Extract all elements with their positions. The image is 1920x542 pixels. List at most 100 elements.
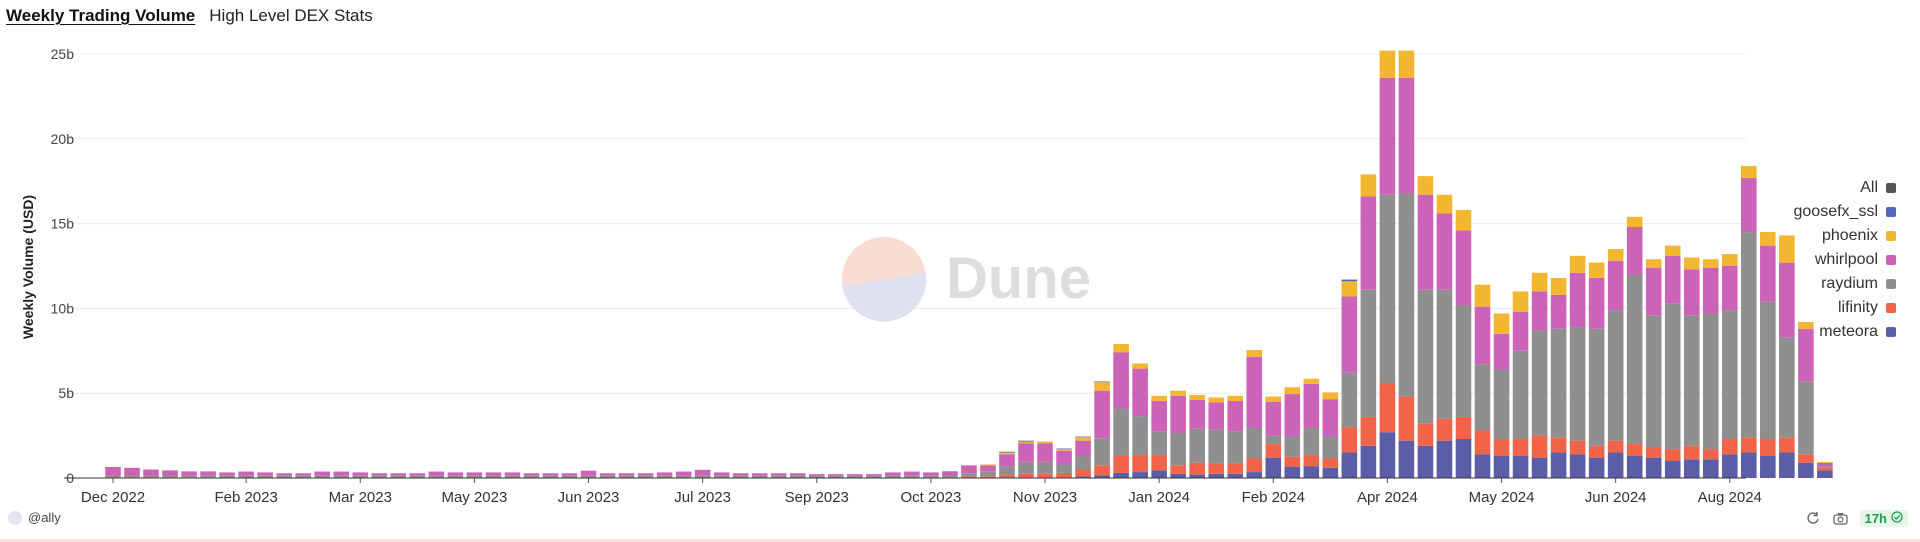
bar-segment-meteora[interactable] [1817, 470, 1833, 478]
bar-segment-whirlpool[interactable] [1227, 400, 1244, 432]
bar-segment-lifinity[interactable] [1455, 416, 1472, 439]
bar-segment-meteora[interactable] [1094, 475, 1110, 478]
bar-segment-meteora[interactable] [1303, 466, 1320, 478]
bar-segment-raydium[interactable] [637, 475, 654, 478]
bar-segment-whirlpool[interactable] [1798, 328, 1814, 382]
bar-segment-phoenix[interactable] [1664, 245, 1681, 256]
bar-segment-meteora[interactable] [1075, 476, 1091, 478]
bar-segment-raydium[interactable] [1436, 289, 1453, 419]
bar-segment-meteora[interactable] [1360, 445, 1377, 478]
bar-segment-whirlpool[interactable] [1037, 443, 1053, 462]
bar-segment-phoenix[interactable] [1550, 277, 1567, 295]
bar-segment-whirlpool[interactable] [847, 474, 863, 476]
bar-segment-lifinity[interactable] [1779, 437, 1795, 453]
chart-title-tab[interactable]: Weekly Trading Volume [6, 6, 196, 25]
bar-segment-whirlpool[interactable] [504, 472, 521, 476]
bar-segment-whirlpool[interactable] [181, 471, 197, 476]
bar-segment-lifinity[interactable] [1170, 465, 1186, 474]
bar-segment-lifinity[interactable] [1151, 455, 1167, 471]
bar-segment-raydium[interactable] [276, 475, 292, 478]
bar-segment-raydium[interactable] [1322, 436, 1339, 459]
bar-segment-raydium[interactable] [789, 475, 806, 478]
bar-segment-lifinity[interactable] [1531, 435, 1548, 458]
bar-segment-whirlpool[interactable] [1132, 368, 1148, 417]
bar-segment-whirlpool[interactable] [1094, 390, 1110, 439]
bar-segment-raydium[interactable] [1018, 461, 1034, 474]
bar-segment-raydium[interactable] [1531, 330, 1548, 436]
bar-segment-phoenix[interactable] [1512, 291, 1529, 312]
bar-segment-phoenix[interactable] [961, 465, 977, 466]
bar-segment-raydium[interactable] [1512, 350, 1529, 439]
bar-segment-whirlpool[interactable] [447, 472, 464, 476]
bar-segment-raydium[interactable] [1779, 337, 1795, 438]
bar-segment-whirlpool[interactable] [485, 472, 502, 476]
bar-segment-meteora[interactable] [1189, 474, 1205, 478]
bar-segment-meteora[interactable] [1607, 452, 1624, 478]
bar-segment-raydium[interactable] [1360, 289, 1377, 417]
bar-segment-raydium[interactable] [1569, 327, 1586, 441]
bar-segment-raydium[interactable] [181, 475, 197, 478]
bar-segment-whirlpool[interactable] [770, 473, 787, 476]
bar-segment-raydium[interactable] [694, 475, 711, 478]
bar-segment-raydium[interactable] [656, 475, 673, 478]
bar-segment-meteora[interactable] [1683, 459, 1700, 478]
bar-segment-whirlpool[interactable] [999, 454, 1015, 467]
bar-segment-meteora[interactable] [1208, 473, 1225, 478]
bar-segment-whirlpool[interactable] [1322, 399, 1339, 437]
bar-segment-whirlpool[interactable] [1189, 399, 1205, 429]
bar-segment-meteora[interactable] [1474, 454, 1491, 478]
bar-segment-whirlpool[interactable] [1512, 311, 1529, 351]
bar-segment-whirlpool[interactable] [105, 466, 121, 476]
bar-segment-phoenix[interactable] [1075, 437, 1091, 441]
bar-segment-meteora[interactable] [1550, 452, 1567, 478]
bar-segment-raydium[interactable] [428, 475, 445, 478]
bar-segment-raydium[interactable] [1037, 461, 1053, 474]
bar-segment-phoenix[interactable] [1531, 272, 1548, 292]
bar-segment-whirlpool[interactable] [1417, 194, 1434, 290]
bar-segment-phoenix[interactable] [1721, 254, 1738, 266]
bar-segment-whirlpool[interactable] [923, 472, 939, 476]
bar-segment-whirlpool[interactable] [1056, 450, 1072, 465]
bar-segment-meteora[interactable] [1398, 440, 1415, 478]
bar-segment-phoenix[interactable] [1227, 395, 1244, 401]
bar-segment-meteora[interactable] [1493, 455, 1510, 478]
bar-segment-whirlpool[interactable] [618, 473, 635, 476]
bar-segment-lifinity[interactable] [1284, 456, 1301, 467]
legend-item-lifinity[interactable]: lifinity [1838, 298, 1896, 317]
bar-segment-raydium[interactable] [1474, 364, 1491, 431]
bar-segment-whirlpool[interactable] [599, 473, 616, 476]
bar-segment-phoenix[interactable] [1474, 284, 1491, 307]
bar-segment-phoenix[interactable] [1056, 449, 1072, 451]
bar-segment-phoenix[interactable] [1151, 395, 1167, 401]
bar-segment-whirlpool[interactable] [1569, 272, 1586, 328]
bar-segment-phoenix[interactable] [1683, 257, 1700, 270]
bar-segment-raydium[interactable] [1227, 431, 1244, 464]
bar-segment-whirlpool[interactable] [828, 474, 844, 476]
bar-segment-phoenix[interactable] [1208, 397, 1225, 403]
legend-item-meteora[interactable]: meteora [1819, 322, 1896, 341]
bar-segment-whirlpool[interactable] [732, 473, 749, 476]
bar-segment-meteora[interactable] [1645, 457, 1662, 478]
bar-segment-raydium[interactable] [1398, 193, 1415, 397]
bar-segment-whirlpool[interactable] [637, 473, 654, 476]
author-credit[interactable]: @ally [8, 510, 61, 525]
bar-segment-whirlpool[interactable] [561, 473, 578, 476]
legend-item-phoenix[interactable]: phoenix [1822, 226, 1896, 245]
bar-segment-meteora[interactable] [1721, 454, 1738, 478]
bar-segment-raydium[interactable] [808, 475, 825, 478]
bar-segment-whirlpool[interactable] [656, 472, 673, 476]
bar-segment-raydium[interactable] [923, 475, 939, 478]
bar-segment-whirlpool[interactable] [1721, 266, 1738, 311]
bar-segment-raydium[interactable] [1760, 301, 1776, 439]
bar-segment-whirlpool[interactable] [1303, 383, 1320, 428]
bar-segment-raydium[interactable] [580, 475, 597, 478]
bar-segment-lifinity[interactable] [1512, 438, 1529, 456]
bar-segment-lifinity[interactable] [1741, 437, 1757, 453]
bar-segment-lifinity[interactable] [1113, 455, 1129, 473]
bar-segment-whirlpool[interactable] [409, 473, 426, 476]
bar-segment-phoenix[interactable] [1569, 255, 1586, 273]
bar-segment-raydium[interactable] [466, 475, 483, 478]
bar-segment-whirlpool[interactable] [1531, 291, 1548, 331]
bar-segment-whirlpool[interactable] [1817, 462, 1833, 467]
